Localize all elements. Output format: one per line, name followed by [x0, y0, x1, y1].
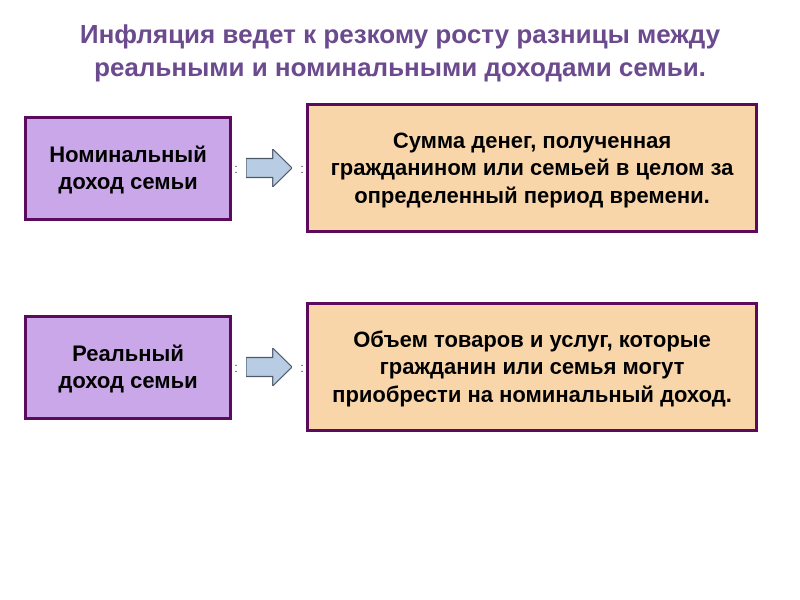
dots-right-1: . . [298, 162, 306, 174]
dots-right-2: . . [298, 361, 306, 373]
row-nominal: Номинальный доход семьи . . . . Сумма де… [24, 103, 758, 233]
row-real: Реальный доход семьи . . . . Объем товар… [24, 302, 758, 432]
def-box-real: Объем товаров и услуг, которые гражданин… [306, 302, 758, 432]
def-box-nominal: Сумма денег, полученная гражданином или … [306, 103, 758, 233]
arrow-icon [246, 149, 292, 187]
arrow-icon [246, 348, 292, 386]
term-box-real: Реальный доход семьи [24, 315, 232, 420]
dots-left-2: . . [232, 361, 240, 373]
slide-title: Инфляция ведет к резкому росту разницы м… [50, 0, 750, 83]
term-box-nominal: Номинальный доход семьи [24, 116, 232, 221]
dots-left-1: . . [232, 162, 240, 174]
